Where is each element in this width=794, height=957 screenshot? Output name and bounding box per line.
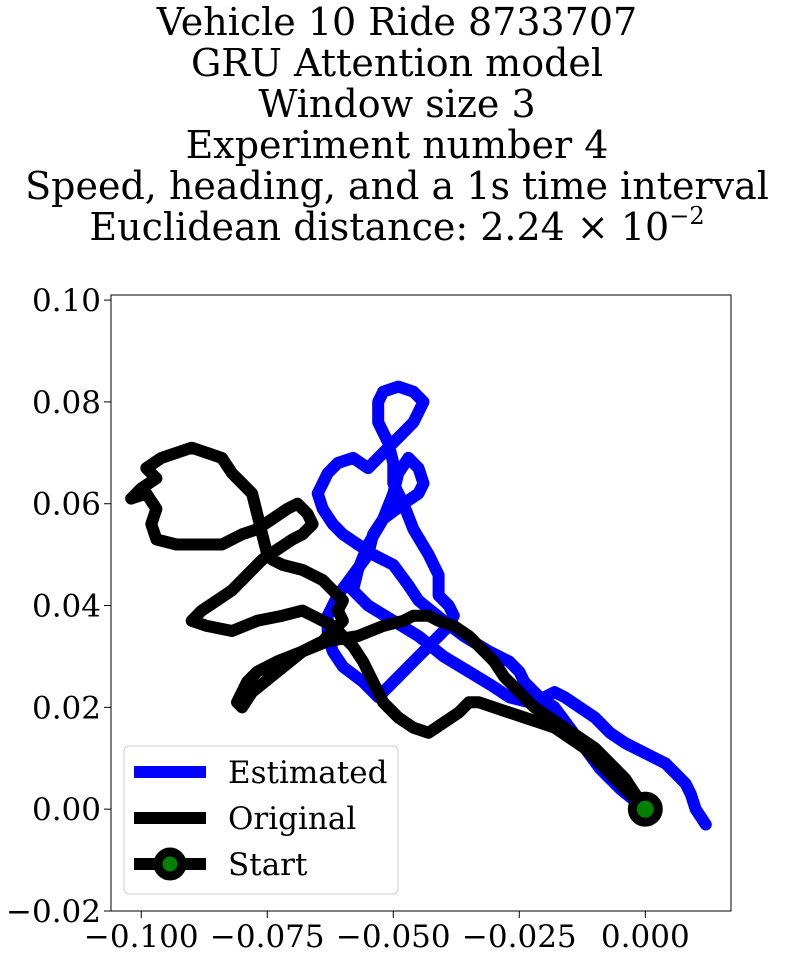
y-tick-label: 0.00 xyxy=(32,792,101,828)
x-tick-label: −0.050 xyxy=(336,919,451,955)
title-line-features: Speed, heading, and a 1s time interval xyxy=(25,164,769,208)
y-tick-label: 0.02 xyxy=(32,690,101,726)
y-tick-label: 0.08 xyxy=(32,385,101,421)
legend-start-marker xyxy=(153,847,187,881)
title-line-window: Window size 3 xyxy=(258,82,536,126)
plot-area-frame xyxy=(110,294,732,912)
x-axis: −0.100 −0.075 −0.050 −0.025 0.000 xyxy=(84,911,690,955)
chart-title: Vehicle 10 Ride 8733707 GRU Attention mo… xyxy=(0,2,794,248)
title-line-experiment: Experiment number 4 xyxy=(185,123,609,167)
legend-label-original: Original xyxy=(228,801,356,837)
x-tick-label: −0.100 xyxy=(84,919,199,955)
title-line-vehicle: Vehicle 10 Ride 8733707 xyxy=(156,0,638,44)
x-tick-label: 0.000 xyxy=(601,919,690,955)
y-tick-label: 0.04 xyxy=(32,589,101,625)
plot-series-layer xyxy=(125,380,712,831)
title-line-distance: Euclidean distance: 2.24 × 10−2 xyxy=(0,204,794,249)
distance-text: Euclidean distance: 2.24 × 10 xyxy=(89,205,670,249)
x-tick-label: −0.075 xyxy=(210,919,325,955)
x-tick-label: −0.025 xyxy=(462,919,577,955)
legend: Estimated Original Start xyxy=(123,745,399,895)
distance-exponent: −2 xyxy=(669,202,705,230)
y-axis: −0.02 0.00 0.02 0.04 0.06 0.08 0.10 xyxy=(6,283,111,930)
legend-box xyxy=(123,745,399,895)
start-marker xyxy=(627,791,663,827)
title-line-model: GRU Attention model xyxy=(190,41,604,85)
series-line-original xyxy=(125,441,652,816)
y-tick-label: 0.10 xyxy=(32,283,101,319)
y-tick-label: 0.06 xyxy=(32,487,101,523)
y-tick-label: −0.02 xyxy=(6,894,101,930)
legend-label-estimated: Estimated xyxy=(228,755,387,791)
legend-label-start: Start xyxy=(228,847,308,883)
